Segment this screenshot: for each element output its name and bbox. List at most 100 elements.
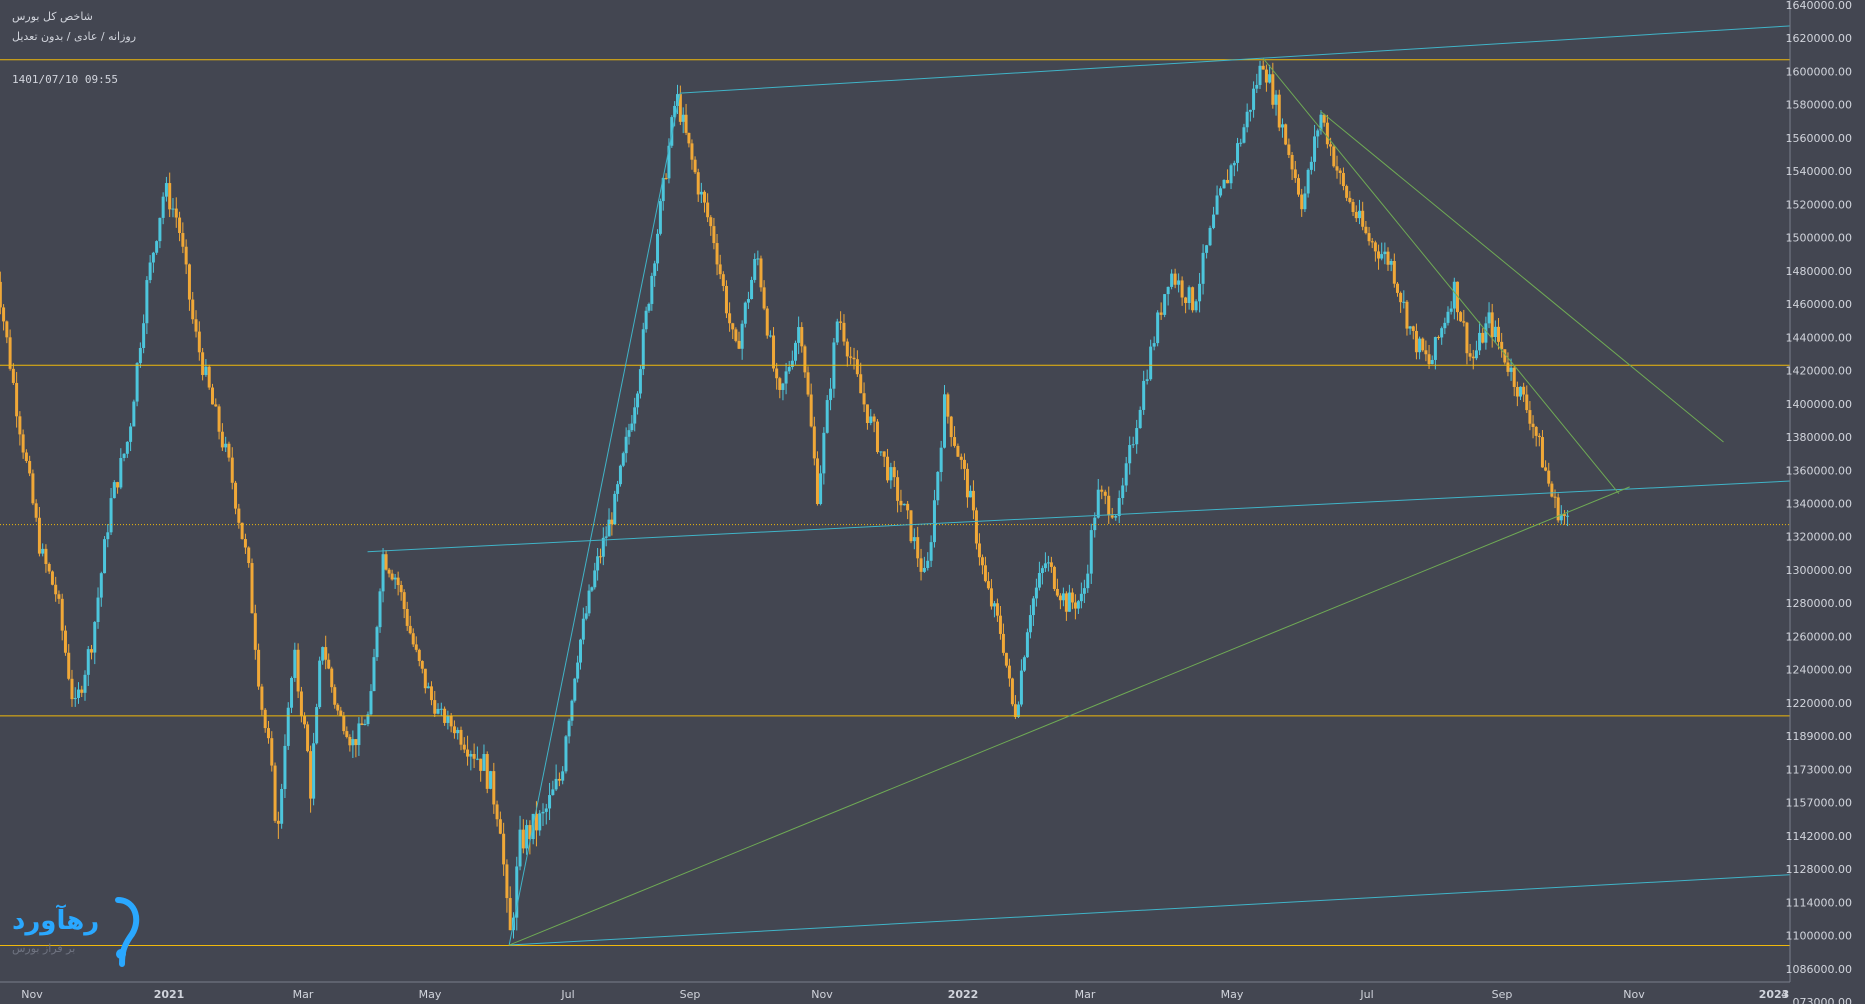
candle-body xyxy=(598,556,602,558)
candle-body xyxy=(1064,593,1068,612)
trendline[interactable] xyxy=(508,486,1630,946)
channel-line[interactable] xyxy=(680,57,1264,94)
candle-body xyxy=(916,537,920,559)
candle-body xyxy=(47,564,51,572)
logo-icon xyxy=(115,897,140,967)
candle-body xyxy=(28,460,32,474)
candle-body xyxy=(650,275,654,304)
price-axis-panel[interactable] xyxy=(1790,0,1865,1004)
candle-body xyxy=(479,758,483,771)
price-tick-label: 1100000.00 xyxy=(1786,930,1852,943)
candle-body xyxy=(806,372,810,395)
candle-body xyxy=(327,659,331,669)
candle-body xyxy=(1550,483,1554,497)
candle-body xyxy=(1300,194,1304,210)
candle-body xyxy=(280,788,284,824)
candle-body xyxy=(712,226,716,244)
candle-body xyxy=(315,707,319,744)
candle-body xyxy=(1332,146,1336,167)
candle-body xyxy=(803,346,807,373)
candle-body xyxy=(270,738,274,766)
candle-body xyxy=(1058,595,1062,601)
candle-body xyxy=(636,393,640,408)
trendline[interactable] xyxy=(1262,57,1620,494)
candle-body xyxy=(661,178,665,202)
candle-body xyxy=(869,416,873,424)
candle-body xyxy=(201,352,205,375)
candle-body xyxy=(1506,362,1510,372)
candle-body xyxy=(656,233,660,264)
time-axis-panel[interactable] xyxy=(0,982,1790,1004)
time-tick-label: Mar xyxy=(293,988,314,1001)
candle-body xyxy=(1135,428,1139,445)
price-tick-label: 1360000.00 xyxy=(1786,464,1852,477)
candle-body xyxy=(1082,588,1086,594)
candle-body xyxy=(1031,598,1035,616)
candle-body xyxy=(498,819,502,834)
trendline[interactable] xyxy=(1320,110,1724,443)
candle-body xyxy=(1297,178,1301,195)
candle-body xyxy=(67,652,71,679)
candle-body xyxy=(1242,127,1246,143)
candle-body xyxy=(859,374,863,394)
candle-body xyxy=(1043,563,1047,569)
candle-body xyxy=(812,426,816,459)
candle-body xyxy=(1519,386,1523,397)
candle-body xyxy=(50,571,54,585)
candle-body xyxy=(1465,322,1469,354)
candle-body xyxy=(1515,386,1519,397)
candle-body xyxy=(1471,356,1475,359)
candle-body xyxy=(548,795,552,809)
candle-body xyxy=(616,484,620,494)
candle-body xyxy=(1103,491,1107,496)
channel-line[interactable] xyxy=(1262,24,1807,59)
channel-line[interactable] xyxy=(509,873,1807,946)
candle-body xyxy=(781,383,785,390)
candle-body xyxy=(145,280,149,324)
channel-line[interactable] xyxy=(508,92,681,946)
candle-body xyxy=(1245,111,1249,128)
price-tick-label: 1280000.00 xyxy=(1786,597,1852,610)
candle-body xyxy=(1537,435,1541,438)
candle-body xyxy=(178,217,182,234)
candle-body xyxy=(423,668,427,689)
candle-body xyxy=(1028,615,1032,633)
candle-body xyxy=(390,573,394,580)
candle-body xyxy=(1229,165,1233,184)
candle-body xyxy=(1351,201,1355,212)
candle-body xyxy=(968,490,972,498)
candle-body xyxy=(607,519,611,537)
candle-body xyxy=(1100,489,1104,492)
candle-body xyxy=(1255,84,1259,89)
candle-body xyxy=(684,114,688,133)
candle-body xyxy=(321,647,325,661)
candle-body xyxy=(1215,195,1219,215)
candle-body xyxy=(339,710,343,716)
candle-body xyxy=(330,668,334,688)
candle-body xyxy=(902,503,906,506)
candle-body xyxy=(896,477,900,501)
candle-body xyxy=(1487,312,1491,324)
price-tick-label: 1260000.00 xyxy=(1786,630,1852,643)
candle-body xyxy=(1367,233,1371,242)
candle-body xyxy=(1319,114,1323,131)
candle-body xyxy=(187,264,191,300)
candle-body xyxy=(974,510,978,544)
candle-body xyxy=(414,644,418,650)
price-tick-label: 1073000.00 xyxy=(1786,996,1852,1004)
candle-body xyxy=(886,456,890,481)
candle-body xyxy=(181,233,185,247)
price-tick-label: 1320000.00 xyxy=(1786,531,1852,544)
candle-body xyxy=(1459,312,1463,322)
price-tick-label: 1440000.00 xyxy=(1786,331,1852,344)
channel-line[interactable] xyxy=(367,479,1807,553)
candle-body xyxy=(1354,211,1358,219)
candle-body xyxy=(849,356,853,358)
candle-body xyxy=(618,465,622,485)
candle-body xyxy=(1110,515,1114,518)
candle-body xyxy=(538,813,542,831)
candle-body xyxy=(852,357,856,360)
candle-body xyxy=(466,749,470,757)
candle-body xyxy=(1348,197,1352,202)
